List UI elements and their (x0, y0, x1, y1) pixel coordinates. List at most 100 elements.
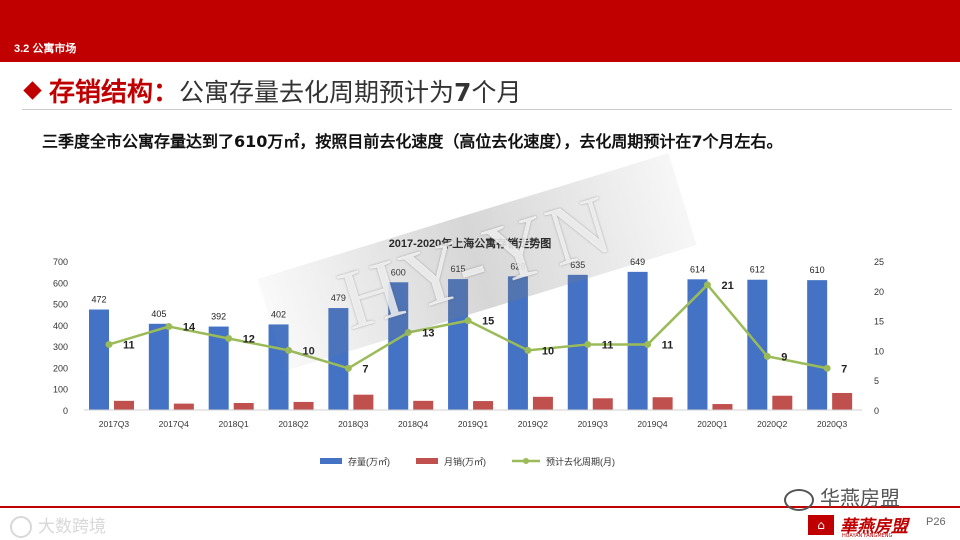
y-right-tick-label: 20 (874, 287, 884, 297)
legend-stock-label: 存量(万㎡) (348, 456, 390, 467)
period-point (285, 346, 293, 354)
period-point (823, 364, 831, 372)
header-bar: 3.2 公寓市场 (0, 0, 960, 62)
footer-divider (0, 506, 960, 508)
y-left-tick-label: 300 (53, 342, 68, 352)
x-tick-label: 2019Q2 (518, 419, 549, 429)
title-text: 公寓存量去化周期预计为7个月 (179, 77, 522, 107)
period-point (105, 340, 113, 348)
y-right-tick-label: 5 (874, 376, 879, 386)
section-label: 3.2 公寓市场 (14, 43, 77, 55)
stock-data-label: 610 (810, 265, 825, 275)
stock-bar (89, 309, 109, 410)
slide-title: 存销结构： 公寓存量去化周期预计为7个月 (23, 72, 522, 109)
period-point (404, 329, 412, 337)
period-data-label: 11 (123, 339, 135, 351)
stock-bar (388, 282, 409, 410)
x-tick-label: 2018Q3 (338, 419, 369, 429)
period-data-label: 9 (781, 351, 787, 363)
x-tick-label: 2019Q3 (578, 419, 609, 429)
period-data-label: 12 (243, 333, 255, 345)
period-data-label: 10 (303, 345, 315, 357)
x-tick-label: 2019Q4 (637, 419, 668, 429)
sales-bar (712, 404, 733, 410)
stock-bar (328, 308, 349, 410)
period-point (584, 340, 592, 348)
sales-bar (353, 394, 374, 410)
stock-bar (148, 323, 169, 410)
x-tick-label: 2019Q1 (458, 419, 489, 429)
period-point (524, 346, 532, 354)
page-number: P26 (926, 516, 946, 528)
stock-data-label: 472 (91, 295, 106, 305)
y-left-tick-label: 100 (53, 385, 68, 395)
legend-stock-swatch (320, 458, 342, 464)
y-right-tick-label: 10 (874, 346, 884, 356)
stock-bar (507, 276, 528, 410)
sales-bar (652, 397, 673, 410)
period-point (644, 340, 652, 348)
x-tick-label: 2018Q2 (278, 419, 309, 429)
x-tick-label: 2020Q1 (697, 419, 728, 429)
y-left-tick-label: 700 (53, 257, 68, 267)
watermark-logo-icon (10, 516, 32, 538)
stock-data-label: 635 (570, 260, 585, 270)
stock-data-label: 402 (271, 309, 286, 319)
period-point (703, 281, 711, 289)
sales-bar (592, 398, 613, 410)
stock-data-label: 614 (690, 264, 705, 274)
chart-title: 2017-2020年上海公寓存销走势图 (389, 236, 552, 250)
stock-data-label: 649 (630, 257, 645, 267)
y-left-tick-label: 500 (53, 300, 68, 310)
x-tick-label: 2018Q1 (218, 419, 249, 429)
stock-data-label: 392 (211, 312, 226, 322)
stock-bar (687, 279, 708, 410)
wechat-icon (784, 488, 814, 511)
stock-data-label: 600 (391, 267, 406, 277)
company-logo: ⌂ 華燕房盟 (808, 512, 908, 537)
sales-bar (114, 400, 134, 410)
sales-bar (173, 403, 194, 410)
house-logo-icon: ⌂ (808, 514, 834, 535)
x-tick-label: 2017Q3 (99, 419, 130, 429)
period-data-label: 11 (602, 339, 614, 351)
x-tick-label: 2020Q2 (757, 419, 788, 429)
stock-bar (627, 271, 648, 410)
stock-bar (567, 274, 588, 410)
sales-bar (293, 401, 314, 410)
stock-bar (208, 326, 229, 410)
x-tick-label: 2018Q4 (398, 419, 429, 429)
y-left-tick-label: 400 (53, 321, 68, 331)
stock-data-label: 405 (151, 309, 166, 319)
stock-data-label: 615 (451, 264, 466, 274)
logo-subtext: HUAYAN FANGMENG (842, 533, 893, 539)
sales-bar (233, 402, 254, 410)
period-data-label: 7 (841, 363, 847, 375)
x-tick-label: 2017Q4 (159, 419, 190, 429)
stock-data-label: 612 (750, 265, 765, 275)
title-highlight: 存销结构： (49, 78, 180, 108)
y-left-tick-label: 200 (53, 363, 68, 373)
period-point (344, 364, 352, 372)
legend-period-label: 预计去化周期(月) (546, 456, 615, 467)
x-tick-label: 2020Q3 (817, 419, 848, 429)
stock-data-label: 479 (331, 293, 346, 303)
y-left-tick-label: 600 (53, 278, 68, 288)
legend-period-marker (523, 458, 529, 464)
period-data-label: 13 (422, 328, 434, 340)
sales-bar (473, 401, 494, 410)
period-point (225, 334, 233, 342)
y-right-tick-label: 25 (874, 257, 884, 267)
period-data-label: 21 (721, 280, 733, 292)
stock-bar (268, 324, 289, 410)
period-data-label: 7 (362, 363, 368, 375)
sales-bar (772, 395, 793, 410)
sales-bar (413, 400, 434, 410)
y-right-tick-label: 0 (874, 406, 879, 416)
summary-text: 三季度全市公寓存量达到了610万㎡，按照目前去化速度（高位去化速度），去化周期预… (42, 132, 783, 151)
legend-sales-label: 月销(万㎡) (444, 456, 486, 467)
sales-bar (532, 396, 553, 410)
period-point (464, 317, 472, 325)
period-data-label: 11 (662, 339, 674, 351)
